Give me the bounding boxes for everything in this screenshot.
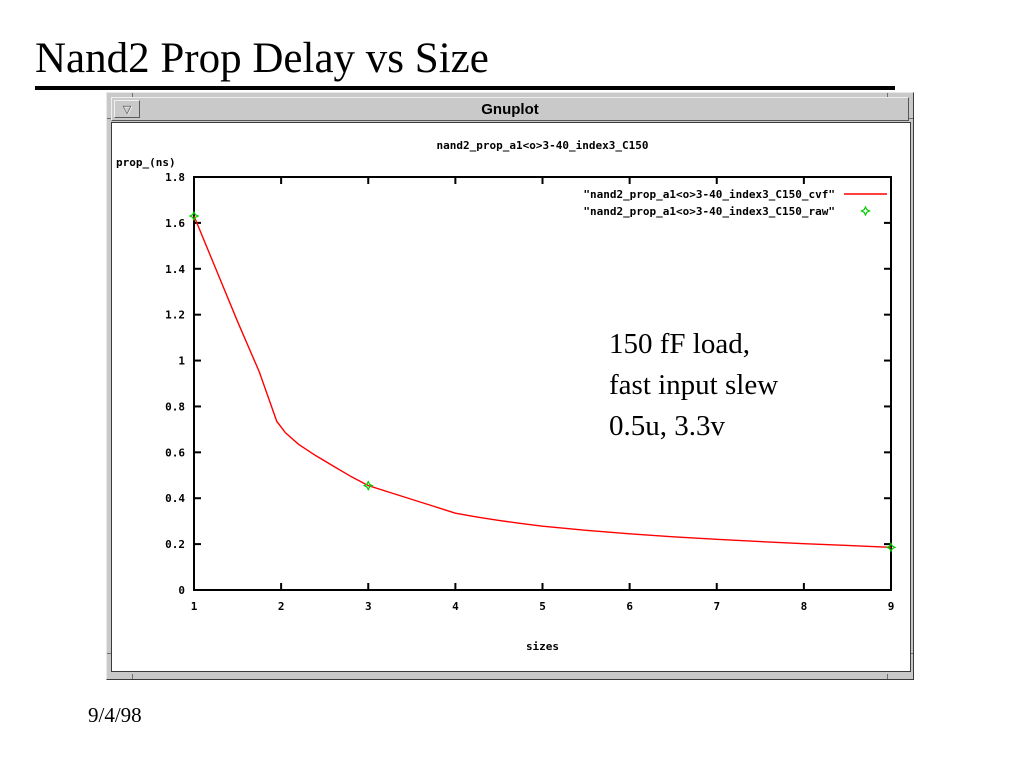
x-tick-label: 2 — [278, 600, 285, 613]
legend-label-cvf: "nand2_prop_a1<o>3-40_index3_C150_cvf" — [583, 188, 835, 201]
series-raw-point — [885, 541, 897, 553]
y-tick-label: 0.8 — [165, 400, 185, 413]
slide-date: 9/4/98 — [88, 703, 142, 727]
window-titlebar[interactable]: ▽ Gnuplot — [111, 97, 909, 121]
x-tick-label: 3 — [365, 600, 372, 613]
x-tick-label: 1 — [191, 600, 198, 613]
y-tick-label: 0.2 — [165, 538, 185, 551]
x-tick-label: 6 — [626, 600, 633, 613]
plot-border — [193, 176, 892, 591]
frame-notch — [132, 93, 133, 98]
frame-notch — [887, 93, 888, 98]
frame-notch — [908, 118, 913, 119]
frame-notch — [887, 674, 888, 679]
chart-canvas: 1 2 3 4 5 6 7 8 9 0 0.2 0.4 0.6 0.8 1 1.2 1.4 1.6 1.8 nand2… — [116, 139, 897, 653]
y-tick-label: 1.8 — [165, 171, 185, 184]
y-tick-label: 1.6 — [165, 217, 185, 230]
y-tick-label: 0.4 — [165, 492, 185, 505]
load-annotation: 150 fF load, fast input slew 0.5u, 3.3v — [609, 324, 778, 447]
x-tick-label: 4 — [452, 600, 459, 613]
window-title: Gnuplot — [481, 100, 539, 118]
window-menu-button[interactable]: ▽ — [114, 100, 140, 118]
frame-notch — [107, 118, 112, 119]
y-tick-label: 1.4 — [165, 263, 185, 276]
window-content: 1 2 3 4 5 6 7 8 9 0 0.2 0.4 0.6 0.8 1 1.2 1.4 1.6 1.8 nand2… — [111, 122, 911, 672]
series-raw-point — [188, 210, 200, 222]
series-cvf-line — [193, 215, 892, 549]
x-tick-label: 7 — [713, 600, 720, 613]
y-tick-label: 1.2 — [165, 309, 185, 322]
y-tick-label: 0 — [178, 584, 185, 597]
x-tick-label: 5 — [539, 600, 546, 613]
series-raw-point — [362, 480, 374, 491]
gnuplot-window: ▽ Gnuplot 1 2 3 4 5 6 7 8 9 0 0.2 0.4 0.6 0.8 1 1.2 1.4 1… — [106, 92, 914, 680]
x-axis-label: sizes — [526, 640, 559, 653]
annotation-line-1: 150 fF load, — [609, 328, 750, 360]
frame-notch — [132, 674, 133, 679]
legend-marker-sample — [860, 205, 871, 217]
annotation-line-2: fast input slew — [609, 369, 779, 401]
legend-label-raw: "nand2_prop_a1<o>3-40_index3_C150_raw" — [583, 205, 835, 218]
x-tick-label: 9 — [888, 600, 895, 613]
chart-title: nand2_prop_a1<o>3-40_index3_C150 — [437, 139, 649, 152]
annotation-line-3: 0.5u, 3.3v — [609, 410, 725, 442]
y-axis-label: prop_(ns) — [116, 156, 176, 169]
frame-notch — [107, 653, 112, 654]
x-tick-label: 8 — [801, 600, 808, 613]
window-menu-icon: ▽ — [122, 102, 132, 116]
slide-title: Nand2 Prop Delay vs Size — [35, 35, 489, 82]
y-tick-label: 0.6 — [165, 446, 185, 459]
title-underline — [35, 86, 895, 90]
y-tick-label: 1 — [178, 355, 185, 368]
